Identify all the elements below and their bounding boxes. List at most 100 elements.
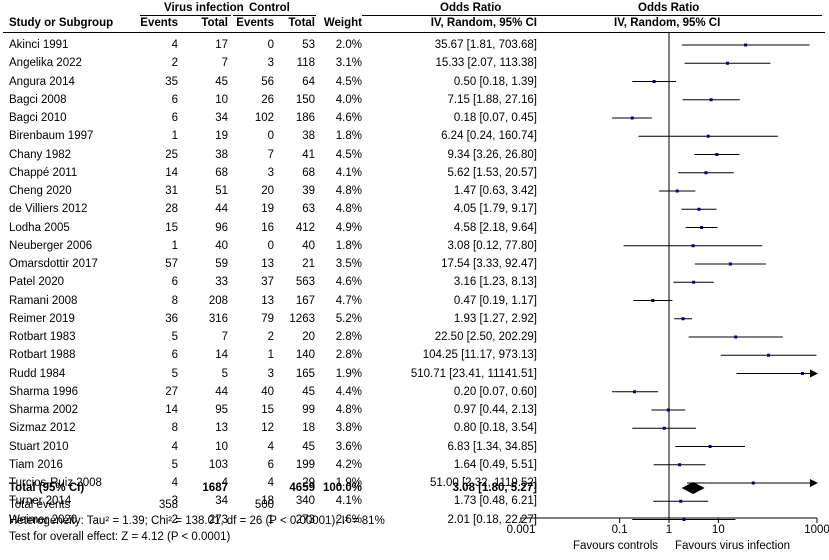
cell-events2: 0 — [267, 39, 274, 51]
cell-weight: 1.8% — [335, 130, 362, 143]
cell-total2: 21 — [302, 258, 315, 270]
cell-study: Bagci 2010 — [9, 112, 67, 124]
cell-events2: 79 — [261, 312, 274, 325]
cell-events2: 26 — [261, 93, 274, 106]
or-point — [709, 98, 713, 102]
cell-events1: 6 — [171, 276, 178, 289]
cell-weight: 3.5% — [335, 258, 362, 270]
cell-weight: 5.2% — [335, 312, 362, 325]
cell-study: Sharma 2002 — [9, 404, 79, 416]
cell-events2: 18 — [261, 495, 274, 508]
or-point — [767, 353, 771, 357]
cell-study: de Villiers 2012 — [9, 203, 88, 216]
cell-study: Turcios-Ruiz 2008 — [9, 477, 102, 489]
cell-events1: 14 — [165, 404, 178, 416]
x-tick-label: 0.1 — [611, 524, 628, 536]
cell-events1: 31 — [165, 185, 178, 197]
cell-events1: 2 — [171, 513, 178, 526]
cell-or-ci: 510.71 [23.41, 11141.51] — [410, 367, 537, 380]
total-events-e2: 500 — [254, 499, 274, 511]
or-point — [633, 390, 637, 394]
cell-events1: 5 — [171, 331, 178, 343]
cell-or-ci: 6.83 [1.34, 34.85] — [447, 440, 537, 453]
cell-events1: 57 — [165, 258, 178, 270]
cell-weight: 4.1% — [335, 495, 362, 508]
cell-or-ci: 0.80 [0.18, 3.54] — [453, 422, 537, 435]
cell-total2: 186 — [295, 112, 315, 124]
cell-weight: 3.8% — [335, 422, 362, 435]
cell-total1: 68 — [215, 166, 228, 179]
cell-total1: 34 — [215, 112, 228, 124]
cell-weight: 3.6% — [335, 440, 362, 453]
cell-events1: 5 — [171, 367, 178, 380]
cell-events1: 4 — [171, 440, 178, 453]
cell-weight: 4.6% — [335, 276, 362, 289]
cell-events2: 1 — [267, 513, 274, 526]
or-point — [751, 481, 755, 485]
col-header-events2: Events — [236, 17, 274, 29]
cell-total1: 44 — [215, 385, 228, 398]
cell-or-ci: 0.47 [0.19, 1.17] — [453, 294, 537, 307]
cell-events1: 6 — [171, 93, 178, 106]
cell-total1: 103 — [208, 458, 228, 471]
col-header-weight: Weight — [323, 17, 362, 29]
cell-total2: 40 — [302, 239, 315, 252]
cell-events2: 13 — [261, 258, 274, 270]
or-point — [691, 244, 695, 248]
cell-total2: 150 — [295, 93, 315, 106]
cell-or-ci: 0.20 [0.07, 0.60] — [453, 385, 537, 398]
cell-total1: 38 — [215, 148, 228, 161]
cell-total1: 34 — [215, 495, 228, 508]
cell-study: Neuberger 2006 — [9, 239, 93, 252]
cell-events2: 16 — [261, 221, 274, 234]
cell-study: Angura 2014 — [9, 75, 75, 88]
cell-weight: 4.9% — [335, 221, 362, 234]
cell-total2: 63 — [302, 203, 315, 216]
cell-or-ci: 2.01 [0.18, 22.27] — [447, 513, 537, 526]
heterogeneity-text: Heterogeneity: Tau² = 1.39; Chi² = 138.0… — [9, 515, 385, 527]
cell-weight: 4.8% — [335, 203, 362, 216]
cell-study: Rotbart 1988 — [9, 349, 76, 362]
cell-events2: 19 — [261, 203, 274, 216]
cell-weight: 1.9% — [335, 367, 362, 380]
cell-or-ci: 51.00 [2.32, 1119.52] — [430, 477, 537, 489]
cell-total1: 45 — [215, 75, 228, 88]
total-ci-text: 3.08 [1.80, 5.27] — [452, 482, 537, 494]
cell-study: Tiam 2016 — [9, 458, 63, 471]
cell-study: Patel 2020 — [9, 276, 64, 289]
cell-or-ci: 4.58 [2.18, 9.64] — [453, 221, 537, 234]
cell-events1: 15 — [165, 221, 178, 234]
cell-or-ci: 35.67 [1.81, 703.68] — [434, 39, 537, 51]
favours-left: Favours controls — [573, 540, 659, 552]
or-point — [679, 499, 683, 503]
or-point — [715, 153, 719, 156]
cell-events2: 37 — [261, 276, 274, 289]
cell-or-ci: 15.33 [2.07, 113.38] — [435, 57, 537, 70]
cell-total1: 5 — [221, 367, 228, 380]
cell-total1: 95 — [215, 404, 228, 416]
summary-diamond — [681, 482, 705, 494]
cell-total1: 33 — [215, 276, 228, 289]
cell-total1: 4 — [221, 477, 228, 489]
cell-events2: 0 — [267, 130, 274, 143]
group-header-or: Odds Ratio — [440, 2, 502, 14]
or-point — [706, 134, 710, 138]
cell-or-ci: 104.25 [11.17, 973.13] — [422, 349, 537, 362]
cell-study: Turner 2014 — [9, 495, 72, 508]
or-point — [708, 445, 712, 448]
cell-or-ci: 22.50 [2.50, 202.29] — [434, 331, 537, 343]
cell-total1: 10 — [215, 440, 228, 453]
cell-weight: 4.8% — [335, 185, 362, 197]
cell-study: Chappé 2011 — [9, 166, 78, 179]
or-point — [666, 408, 670, 412]
cell-total1: 7 — [221, 331, 228, 343]
cell-events2: 3 — [267, 367, 274, 380]
cell-weight: 4.8% — [335, 404, 362, 416]
cell-total1: 51 — [215, 185, 228, 197]
cell-total2: 38 — [302, 130, 315, 143]
cell-events2: 102 — [254, 112, 274, 124]
cell-total2: 273 — [295, 513, 315, 526]
cell-or-ci: 17.54 [3.33, 92.47] — [441, 258, 537, 270]
cell-events1: 25 — [165, 148, 178, 161]
